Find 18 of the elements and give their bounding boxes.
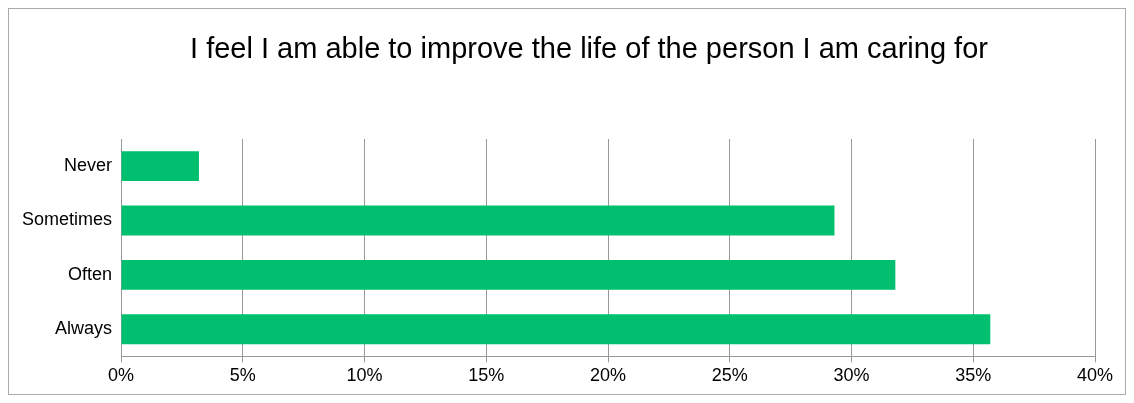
x-tick-label: 25% [711,365,748,386]
x-tick-label: 20% [590,365,627,386]
x-tick-label: 0% [108,365,135,386]
x-tick-label: 15% [468,365,505,386]
x-tick-label: 40% [1076,365,1114,386]
x-tick-label: 10% [346,365,383,386]
x-tick-label: 35% [955,365,992,386]
bar [121,314,991,345]
bar [121,205,835,236]
x-tick-label: 30% [833,365,870,386]
y-tick-label: Always [55,318,113,339]
y-tick-label: Often [68,263,113,284]
bar [121,151,199,182]
x-tick-label: 5% [229,365,256,386]
chart-title: I feel I am able to improve the life of the person I am caring for [190,31,989,64]
bar [121,259,896,290]
y-tick-label: Sometimes [22,209,113,230]
y-tick-label: Never [64,155,113,176]
